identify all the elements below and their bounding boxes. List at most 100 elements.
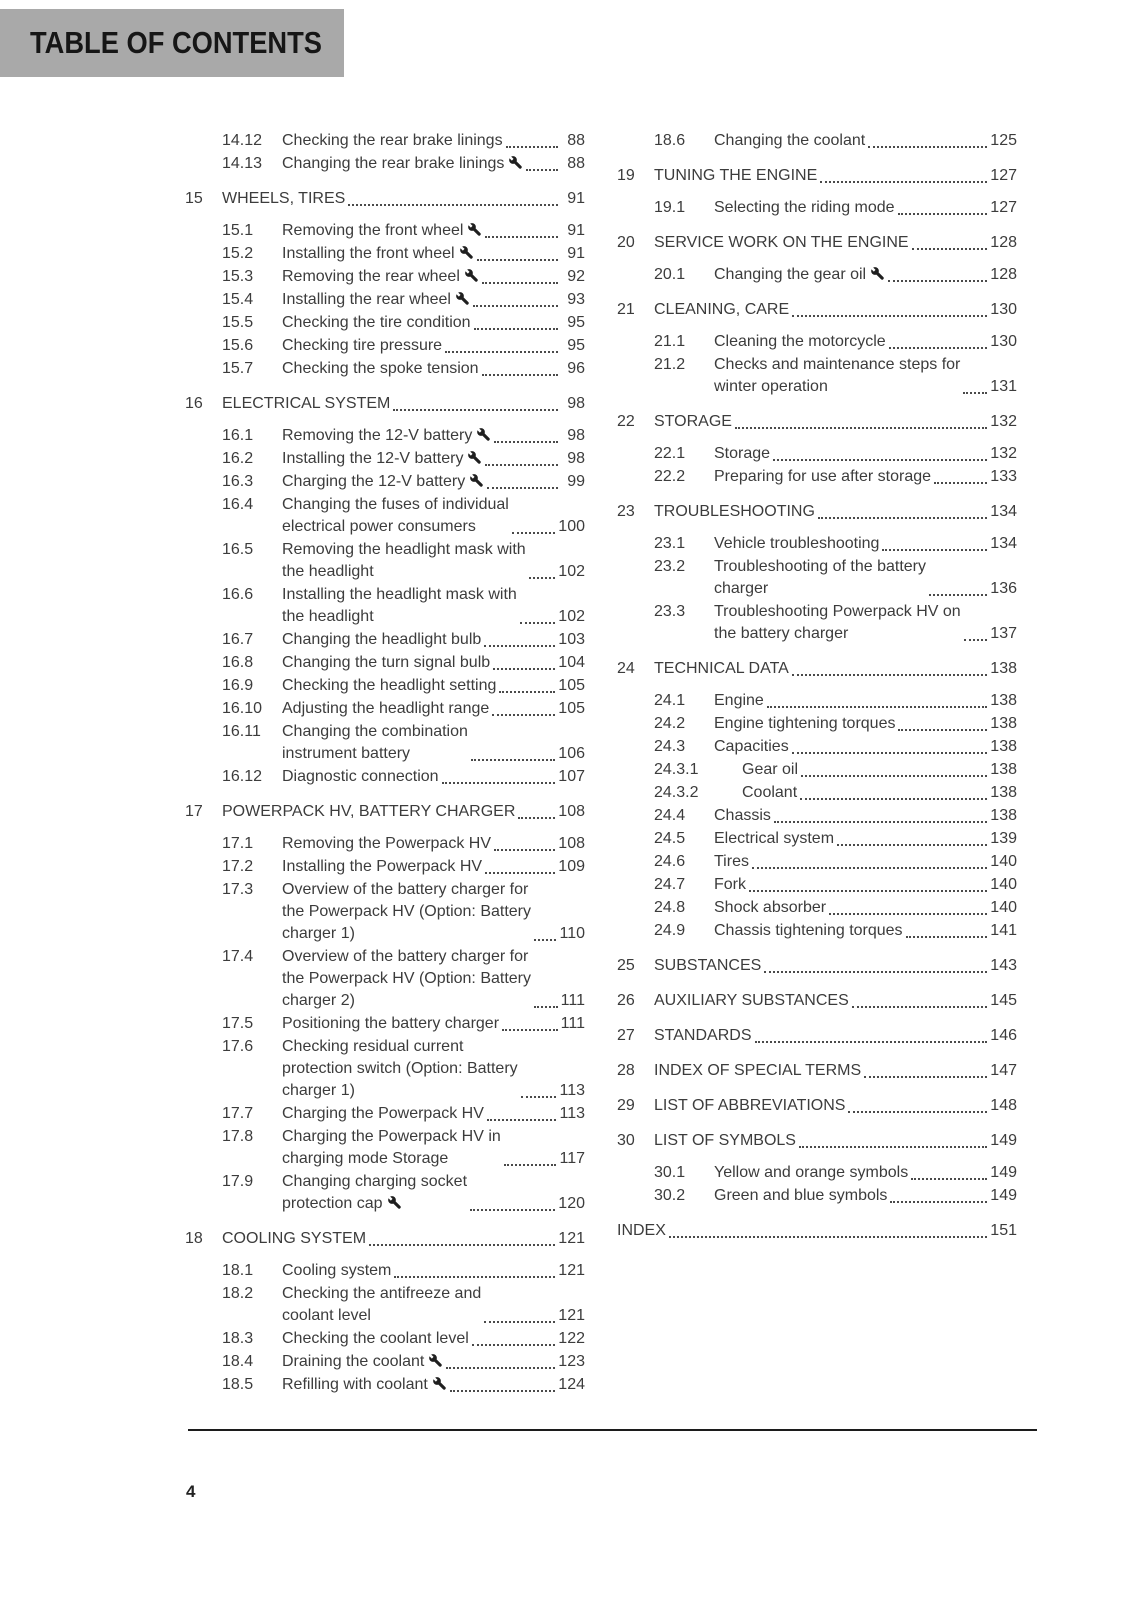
toc-entry-page: 140 (990, 876, 1017, 893)
toc-leader-dots (505, 146, 558, 148)
toc-entry-number: 16.12 (222, 768, 263, 785)
toc-entry-row: 24.2 Engine tightening torques 138 (617, 713, 1017, 735)
toc-entry-number: 18.2 (222, 1285, 254, 1302)
toc-entry-page: 105 (558, 677, 585, 694)
toc-entry-page: 131 (990, 378, 1017, 395)
toc-entry-number: 17.8 (222, 1128, 254, 1145)
toc-entry-body: AUXILIARY SUBSTANCES 145 (654, 990, 1017, 1012)
toc-entry-page: 120 (558, 1195, 585, 1212)
toc-leader-dots (485, 236, 558, 238)
toc-entry-body: Installing the headlight mask with the h… (282, 584, 585, 628)
toc-entry-number: 26 (617, 992, 635, 1009)
toc-leader-dots (800, 798, 988, 800)
wrench-icon (468, 222, 482, 236)
toc-entry-page: 113 (559, 1082, 585, 1099)
toc-entry-body: Changing the coolant 125 (714, 130, 1017, 152)
toc-entry-body: Draining the coolant 123 (282, 1351, 585, 1373)
toc-entry-page: 108 (558, 803, 585, 820)
toc-leader-dots (817, 517, 988, 519)
toc-entry-title: TECHNICAL DATA (654, 660, 789, 677)
toc-leader-dots (888, 280, 988, 282)
toc-entry-body: Tires 140 (714, 851, 1017, 873)
toc-leader-dots (481, 374, 558, 376)
toc-entry-page: 91 (567, 222, 585, 239)
toc-chapter-row: 20 SERVICE WORK ON THE ENGINE 128 (617, 232, 1017, 254)
toc-entry-body: Checking the antifreeze and coolant leve… (282, 1283, 585, 1327)
toc-entry-page: 100 (558, 518, 585, 535)
toc-entry-title: COOLING SYSTEM (222, 1230, 367, 1247)
toc-entry-page: 146 (990, 1027, 1017, 1044)
toc-entry-body: TECHNICAL DATA 138 (654, 658, 1017, 680)
toc-entry-row: 15.3 Removing the rear wheel 92 (185, 266, 585, 288)
toc-entry-number: 25 (617, 957, 635, 974)
toc-entry-body: Removing the front wheel 91 (282, 220, 585, 242)
toc-entry-body: Changing the rear brake linings 88 (282, 153, 585, 175)
toc-leader-dots (848, 1111, 988, 1113)
toc-entry-row: 24.5 Electrical system 139 (617, 828, 1017, 850)
toc-entry-number: 24.4 (654, 807, 686, 824)
wrench-icon (469, 473, 483, 487)
toc-entry-number: 18.5 (222, 1376, 254, 1393)
toc-entry-row: 15.1 Removing the front wheel 91 (185, 220, 585, 242)
toc-entry-row: 14.12 Checking the rear brake linings 88 (185, 130, 585, 152)
toc-entry-number: 24.1 (654, 692, 686, 709)
toc-leader-dots (470, 759, 556, 761)
toc-entry-row: 14.13 Changing the rear brake linings 88 (185, 153, 585, 175)
toc-entry-row: 30.2 Green and blue symbols 149 (617, 1185, 1017, 1207)
toc-entry-number: 19.1 (654, 199, 686, 216)
toc-entry-number: 24.3 (654, 738, 686, 755)
toc-entry-body: Preparing for use after storage 133 (714, 466, 1017, 488)
toc-leader-dots (911, 248, 988, 250)
toc-leader-dots (476, 259, 558, 261)
toc-entry-body: LIST OF ABBREVIATIONS 148 (654, 1095, 1017, 1117)
toc-leader-dots (798, 1146, 988, 1148)
toc-entry-title: Changing the rear brake linings (282, 153, 523, 175)
toc-entry-row: 23.1 Vehicle troubleshooting 134 (617, 533, 1017, 555)
toc-leader-dots (764, 971, 988, 973)
toc-entry-row: 15.4 Installing the rear wheel 93 (185, 289, 585, 311)
toc-entry-page: 106 (558, 745, 585, 762)
toc-entry-body: Installing the rear wheel 93 (282, 289, 585, 311)
toc-entry-body: LIST OF SYMBOLS 149 (654, 1130, 1017, 1152)
toc-entry-number: 15.2 (222, 245, 254, 262)
toc-entry-number: 24.9 (654, 922, 686, 939)
toc-entry-number: 24.3.1 (654, 761, 699, 778)
toc-leader-dots (493, 668, 556, 670)
wrench-icon (455, 291, 469, 305)
toc-entry-page: 103 (558, 631, 585, 648)
toc-leader-dots (526, 169, 558, 171)
toc-entry-number: 16.1 (222, 427, 254, 444)
toc-leader-dots (934, 482, 988, 484)
toc-leader-dots (534, 1006, 558, 1008)
toc-entry-number: 30 (617, 1132, 635, 1149)
toc-entry-page: 105 (558, 700, 585, 717)
toc-entry-row: 16.3 Charging the 12-V battery 99 (185, 471, 585, 493)
toc-entry-row: 24.7 Fork 140 (617, 874, 1017, 896)
toc-entry-title: Chassis tightening torques (714, 922, 903, 939)
toc-entry-page: 138 (990, 715, 1017, 732)
toc-entry-number: 17 (185, 803, 203, 820)
toc-leader-dots (445, 351, 558, 353)
toc-chapter-row: 21 CLEANING, CARE 130 (617, 299, 1017, 321)
toc-entry-body: ELECTRICAL SYSTEM 98 (222, 393, 585, 415)
footer-page-number: 4 (186, 1482, 196, 1501)
toc-entry-number: 17.2 (222, 858, 254, 875)
toc-entry-row: 16.9 Checking the headlight setting 105 (185, 675, 585, 697)
toc-entry-title: Changing the fuses of individual electri… (282, 496, 509, 535)
toc-entry-body: Coolant 138 (714, 782, 1017, 804)
toc-leader-dots (473, 328, 558, 330)
wrench-icon (387, 1195, 401, 1209)
toc-entry-body: Engine tightening torques 138 (714, 713, 1017, 735)
toc-entry-row: 21.1 Cleaning the motorcycle 130 (617, 331, 1017, 353)
toc-entry-page: 102 (558, 563, 585, 580)
toc-entry-title: Checking the headlight setting (282, 677, 497, 694)
toc-chapter-row: 18 COOLING SYSTEM 121 (185, 1228, 585, 1250)
toc-leader-dots (472, 305, 558, 307)
toc-entry-title: Diagnostic connection (282, 768, 439, 785)
toc-leader-dots (485, 464, 558, 466)
toc-entry-row: 18.4 Draining the coolant 123 (185, 1351, 585, 1373)
toc-entry-number: 23.3 (654, 603, 686, 620)
toc-chapter-row: 26 AUXILIARY SUBSTANCES 145 (617, 990, 1017, 1012)
wrench-icon (508, 155, 523, 169)
toc-entry-page: 95 (567, 314, 585, 331)
